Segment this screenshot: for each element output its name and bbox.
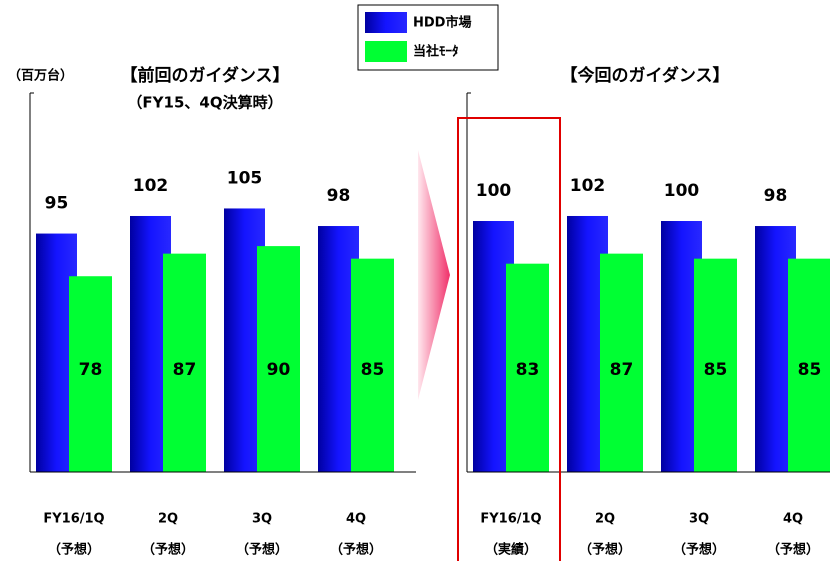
bar <box>600 253 643 472</box>
data-label: 102 <box>133 176 169 196</box>
x-tick-label: FY16/1Q <box>43 512 104 527</box>
x-tick-note: （予想） <box>579 542 631 558</box>
x-tick-label: 3Q <box>689 512 709 527</box>
x-tick-note: （予想） <box>330 542 382 558</box>
y-axis-cap <box>30 93 35 472</box>
bar <box>163 253 206 472</box>
data-label: 100 <box>476 181 512 201</box>
data-label: 85 <box>361 360 385 380</box>
legend-label: 当社ﾓｰﾀ <box>413 44 459 60</box>
y-axis-cap <box>467 93 472 472</box>
data-label: 78 <box>79 360 103 380</box>
data-label: 102 <box>570 176 606 196</box>
highlight-box <box>457 117 561 561</box>
data-label: 90 <box>267 360 291 380</box>
y-axis-label: （百万台） <box>8 68 73 84</box>
legend-label: HDD市場 <box>413 15 471 31</box>
bar <box>351 258 394 472</box>
legend-swatch <box>365 12 407 33</box>
x-tick-note: （予想） <box>767 542 819 558</box>
data-label: 87 <box>173 360 197 380</box>
data-label: 87 <box>610 360 634 380</box>
bar <box>506 263 549 472</box>
bar <box>257 246 300 472</box>
arrow <box>418 150 450 400</box>
chart-title: 【今回のガイダンス】 <box>561 65 730 86</box>
x-tick-note: （予想） <box>48 542 100 558</box>
data-label: 98 <box>327 186 351 206</box>
data-label: 100 <box>664 181 700 201</box>
x-tick-label: FY16/1Q <box>480 512 541 527</box>
bar <box>788 258 830 472</box>
data-label: 85 <box>798 360 822 380</box>
x-tick-label: 2Q <box>158 512 178 527</box>
x-tick-label: 2Q <box>595 512 615 527</box>
bar <box>694 258 737 472</box>
x-tick-note: （実績） <box>485 542 537 558</box>
legend-swatch <box>365 41 407 62</box>
x-tick-label: 3Q <box>252 512 272 527</box>
x-tick-note: （予想） <box>673 542 725 558</box>
chart-title: 【前回のガイダンス】 <box>121 65 290 86</box>
bar <box>69 276 112 472</box>
data-label: 105 <box>227 168 263 188</box>
x-tick-label: 4Q <box>783 512 803 527</box>
data-label: 83 <box>516 360 540 380</box>
x-tick-note: （予想） <box>236 542 288 558</box>
data-label: 95 <box>45 194 69 214</box>
x-tick-note: （予想） <box>142 542 194 558</box>
chart-subtitle: （FY15、4Q決算時） <box>127 94 282 112</box>
data-label: 98 <box>764 186 788 206</box>
x-tick-label: 4Q <box>346 512 366 527</box>
data-label: 85 <box>704 360 728 380</box>
